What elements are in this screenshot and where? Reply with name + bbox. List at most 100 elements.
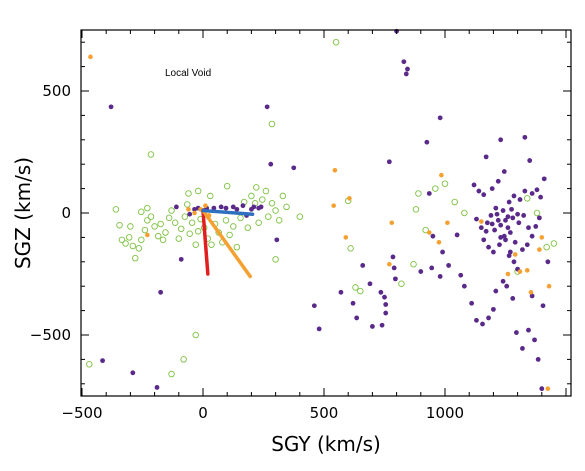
filled-point <box>541 176 547 182</box>
filled-point <box>501 169 507 174</box>
open-point <box>144 217 151 224</box>
open-point <box>412 206 420 213</box>
open-point <box>226 231 233 239</box>
filled-point <box>504 283 510 289</box>
orange-point <box>439 172 444 178</box>
filled-point <box>458 272 464 278</box>
open-point <box>125 234 133 241</box>
filled-point <box>495 217 501 223</box>
filled-point <box>501 233 507 239</box>
filled-point <box>218 204 224 210</box>
filled-point <box>489 221 495 227</box>
filled-point <box>539 386 545 392</box>
open-point <box>207 192 214 200</box>
filled-point <box>403 71 409 77</box>
filled-point <box>495 178 501 184</box>
filled-point <box>511 259 517 265</box>
open-point <box>138 236 145 244</box>
open-point <box>208 241 215 248</box>
orange-point <box>389 220 395 226</box>
filled-point <box>264 104 270 110</box>
orange-point <box>436 239 442 245</box>
orange-point <box>203 203 208 208</box>
local-void-annotation: Local Void <box>165 68 211 79</box>
x-axis-title: SGY (km/s) <box>271 432 381 456</box>
filled-point <box>510 296 516 301</box>
open-point <box>432 185 439 192</box>
x-tick-label: −500 <box>61 404 102 422</box>
filled-point <box>503 237 508 243</box>
filled-point <box>429 265 435 271</box>
filled-point <box>529 233 535 239</box>
filled-point <box>130 370 136 376</box>
open-point <box>185 190 192 197</box>
filled-point <box>234 206 240 212</box>
orange-point <box>546 283 552 289</box>
filled-point <box>268 161 274 167</box>
filled-point <box>486 244 491 250</box>
open-point <box>461 209 468 217</box>
filled-point <box>437 274 443 279</box>
filled-point <box>512 239 518 245</box>
filled-point <box>311 303 317 309</box>
filled-point <box>382 294 387 300</box>
filled-point <box>338 289 344 295</box>
filled-point <box>474 216 479 222</box>
filled-point <box>538 194 543 200</box>
orange-point <box>524 268 530 273</box>
filled-point <box>506 199 512 205</box>
filled-point <box>491 306 496 312</box>
open-point <box>222 217 230 224</box>
filled-point <box>476 188 482 194</box>
open-point <box>116 221 123 229</box>
filled-point <box>481 237 487 243</box>
open-point <box>275 217 283 224</box>
open-point <box>283 203 290 211</box>
open-point <box>441 180 449 187</box>
orange-point <box>192 210 197 216</box>
filled-point <box>500 208 506 213</box>
open-point <box>550 240 558 247</box>
filled-point <box>426 191 432 196</box>
open-point <box>296 213 304 220</box>
filled-point <box>360 263 366 268</box>
filled-point <box>524 242 530 248</box>
open-point <box>268 199 276 207</box>
open-point <box>181 213 189 220</box>
open-point <box>259 196 266 203</box>
filled-point <box>536 215 542 221</box>
orange-point <box>145 232 150 238</box>
filled-point <box>506 253 512 259</box>
filled-point <box>510 215 516 221</box>
open-point <box>118 236 126 244</box>
orange-point <box>88 54 93 60</box>
vector-line <box>201 208 210 276</box>
orange-point <box>387 261 392 267</box>
vector-line <box>201 208 252 279</box>
open-point <box>147 151 155 158</box>
orange-point <box>343 235 349 240</box>
orange-point <box>186 207 191 212</box>
filled-point <box>488 213 494 218</box>
filled-point <box>391 265 397 271</box>
filled-point <box>424 139 430 145</box>
filled-point <box>367 281 373 287</box>
filled-point <box>529 191 535 196</box>
filled-point <box>526 327 531 333</box>
orange-point <box>539 235 545 240</box>
open-point <box>233 243 241 251</box>
filled-point <box>493 205 499 211</box>
filled-point <box>223 205 229 211</box>
orange-point <box>347 196 352 201</box>
filled-point <box>505 214 511 220</box>
filled-point <box>383 302 389 307</box>
vector-layer <box>201 208 255 279</box>
filled-point <box>526 225 531 231</box>
filled-point <box>498 137 504 143</box>
open-point <box>265 213 272 220</box>
filled-point <box>522 188 528 194</box>
filled-point <box>493 288 499 294</box>
filled-point <box>405 66 410 72</box>
y-tick-label: −500 <box>30 326 71 344</box>
orange-point <box>445 220 450 226</box>
